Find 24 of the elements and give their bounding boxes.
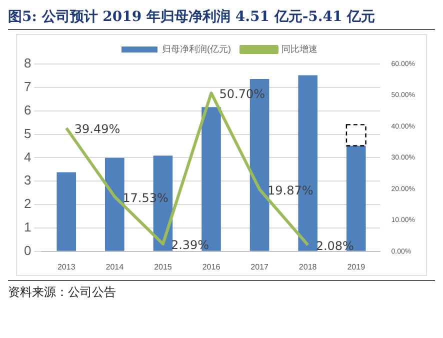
x-tick-label: 2014 xyxy=(106,262,124,272)
bar xyxy=(56,172,76,251)
bar xyxy=(346,124,366,146)
x-tick-label: 2017 xyxy=(250,262,269,272)
x-tick-label: 2019 xyxy=(347,262,366,272)
y-tick-label: 5 xyxy=(24,126,32,141)
text: 资料来源：公司公告 xyxy=(8,284,117,301)
y-tick-label: 3 xyxy=(24,172,32,188)
bar xyxy=(105,158,124,251)
x-tick-label: 2013 xyxy=(57,262,76,272)
x-tick-label: 2016 xyxy=(202,262,221,272)
legend-label: 归母净利润(亿元) xyxy=(162,44,232,54)
chart-title: 图5: 公司预计 2019 年归母净利润 4.51 亿元-5.41 亿元 xyxy=(8,8,435,30)
legend-label: 同比增速 xyxy=(281,44,318,54)
x-tick-label: 2018 xyxy=(298,262,318,272)
y-tick-label: 1 xyxy=(24,220,32,235)
y-tick-label: 4 xyxy=(24,149,32,164)
y-tick-label: 2 xyxy=(24,196,32,212)
data-label: 39.49% xyxy=(74,122,120,136)
y-tick-label: 8 xyxy=(24,56,32,71)
x-tick-label: 2015 xyxy=(154,262,172,272)
y-tick-label: 6 xyxy=(24,102,32,118)
y-tick-label: 7 xyxy=(24,79,32,94)
y-tick-label: 0 xyxy=(24,242,32,258)
